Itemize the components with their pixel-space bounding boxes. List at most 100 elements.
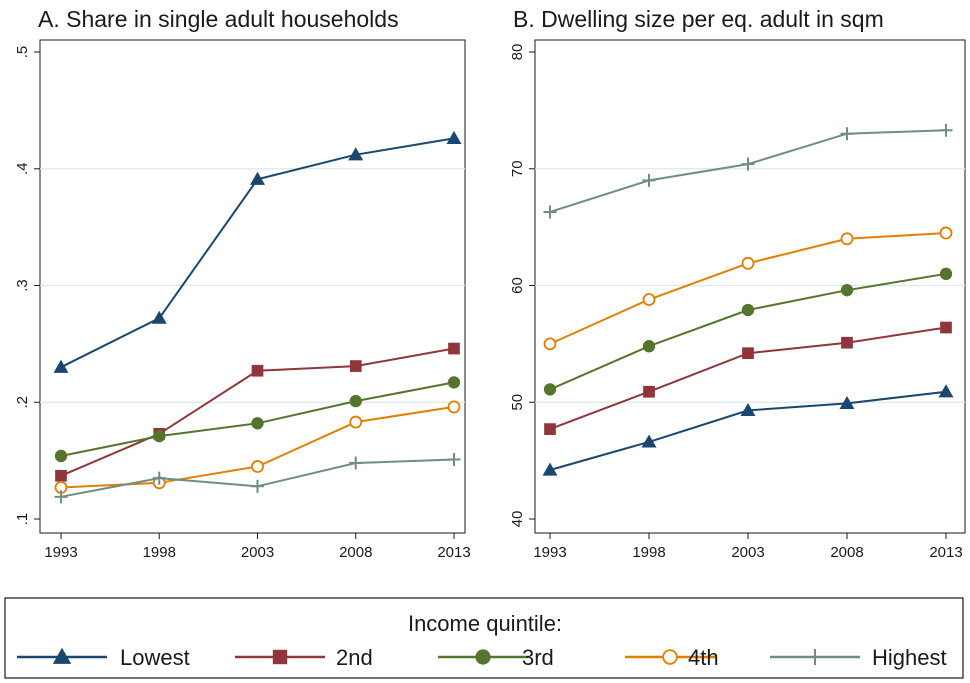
- legend-marker-highest: [807, 649, 823, 665]
- panel-b-series-3rd: [543, 267, 953, 396]
- panel-a-x-tick-label: 1993: [44, 544, 77, 561]
- panel-a-point-lowest: [446, 130, 462, 145]
- panel-b-series-highest: [543, 123, 953, 219]
- panel-b-point-2nd: [643, 385, 655, 398]
- panel-a: A. Share in single adult households .1 .2…: [14, 6, 471, 561]
- panel-b-point-4th: [741, 256, 755, 270]
- panel-a-point-3rd: [251, 417, 264, 430]
- legend-items: Lowest 2nd 3rd 4th Highest: [17, 645, 947, 670]
- panel-b-x-tick-label: 1993: [533, 544, 566, 561]
- panel-b-title: B. Dwelling size per eq. adult in sqm: [513, 6, 884, 32]
- panel-b-point-2nd: [940, 321, 952, 334]
- panel-b-point-highest: [939, 123, 953, 137]
- panel-b: B. Dwelling size per eq. adult in sqm 40…: [509, 6, 966, 561]
- panel-b-grid: [535, 168, 965, 403]
- panel-a-point-2nd: [349, 360, 362, 372]
- panel-b-point-2nd: [841, 336, 853, 349]
- panel-b-point-highest: [642, 173, 656, 187]
- panel-b-point-3rd: [939, 267, 953, 281]
- panel-a-point-4th: [447, 400, 461, 414]
- panel-a-point-lowest: [151, 310, 167, 324]
- panel-a-point-lowest: [348, 147, 364, 161]
- panel-b-point-4th: [642, 293, 656, 306]
- legend-marker-lowest: [52, 647, 72, 664]
- legend-item-4th: 4th: [625, 645, 719, 670]
- panel-a-x-tick-label: 1998: [143, 544, 176, 561]
- panel-b-point-2nd: [544, 423, 556, 435]
- panel-a-point-3rd: [153, 429, 166, 443]
- panel-a-series-lowest: [53, 130, 462, 373]
- legend-item-3rd: 3rd: [438, 645, 554, 670]
- panel-b-plot-area: [534, 39, 966, 534]
- panel-a-point-highest: [251, 479, 264, 493]
- panel-a-x-tick-label: 2013: [437, 544, 470, 561]
- panel-a-series-highest: [54, 452, 461, 504]
- legend-title: Income quintile:: [408, 611, 562, 636]
- panel-b-point-highest: [840, 127, 854, 141]
- panel-b-point-lowest: [641, 434, 657, 448]
- panel-b-point-3rd: [741, 303, 755, 317]
- panel-a-title: A. Share in single adult households: [38, 6, 399, 32]
- legend-label-4th: 4th: [688, 645, 719, 670]
- panel-b-point-3rd: [543, 383, 557, 396]
- panel-a-y-tick-label: .1: [14, 513, 31, 526]
- legend-item-2nd: 2nd: [235, 645, 373, 670]
- panel-b-axes: 40 50 60 70 80 1993 1998 2003 2008 2013: [509, 44, 963, 561]
- panel-a-x-tick-label: 2008: [339, 544, 372, 561]
- legend-label-2nd: 2nd: [336, 645, 373, 670]
- panel-b-point-highest: [543, 205, 557, 219]
- panel-a-point-highest: [54, 490, 68, 504]
- panel-b-series: [542, 123, 954, 476]
- panel-a-point-4th: [251, 460, 264, 473]
- panel-b-point-lowest: [938, 384, 954, 398]
- panel-a-point-3rd: [54, 449, 68, 463]
- panel-b-point-highest: [741, 157, 755, 171]
- panel-b-series-4th: [543, 226, 953, 351]
- panel-a-series-3rd: [54, 376, 461, 463]
- panel-a-series: [53, 130, 462, 504]
- panel-b-y-tick-label: 70: [509, 160, 526, 177]
- panel-b-y-tick-label: 40: [509, 511, 526, 528]
- panel-b-point-4th: [543, 337, 557, 351]
- panel-b-y-tick-label: 60: [509, 277, 526, 294]
- panel-b-point-2nd: [742, 347, 754, 360]
- legend-marker-2nd: [272, 649, 288, 665]
- panel-b-series-2nd: [544, 321, 952, 435]
- panel-b-x-tick-label: 2013: [929, 544, 962, 561]
- panel-b-point-4th: [939, 226, 953, 240]
- panel-b-x-tick-label: 2008: [830, 544, 863, 561]
- panel-a-point-lowest: [53, 359, 69, 373]
- legend-label-highest: Highest: [872, 645, 947, 670]
- panel-b-x-tick-label: 1998: [632, 544, 665, 561]
- panel-b-point-lowest: [542, 462, 558, 476]
- panel-a-point-lowest: [250, 171, 265, 185]
- panel-a-y-tick-label: .2: [14, 396, 31, 409]
- panel-a-point-highest: [447, 452, 461, 466]
- legend: Income quintile: Lowest 2nd 3rd 4th Highest: [4, 597, 964, 679]
- panel-b-series-lowest: [542, 384, 954, 476]
- panel-a-point-2nd: [251, 364, 264, 377]
- legend-item-highest: Highest: [770, 645, 947, 670]
- panel-a-y-tick-label: .3: [14, 279, 31, 292]
- panel-a-plot-area: [39, 39, 466, 534]
- panel-b-y-tick-label: 80: [509, 44, 526, 61]
- legend-label-3rd: 3rd: [522, 645, 554, 670]
- panel-a-y-tick-label: .5: [14, 46, 31, 59]
- panel-a-point-2nd: [448, 342, 460, 355]
- panel-b-point-lowest: [839, 395, 855, 410]
- panel-b-y-tick-label: 50: [509, 394, 526, 411]
- panel-a-point-highest: [349, 456, 363, 470]
- panel-a-point-3rd: [447, 376, 461, 389]
- panel-a-point-2nd: [55, 469, 67, 482]
- legend-marker-4th: [662, 649, 678, 665]
- panel-a-grid: [40, 168, 465, 403]
- legend-item-lowest: Lowest: [17, 645, 190, 670]
- legend-marker-3rd: [475, 649, 491, 665]
- legend-box: [4, 597, 964, 679]
- panel-b-point-lowest: [740, 402, 756, 417]
- panel-a-point-4th: [349, 415, 363, 429]
- panel-a-x-tick-label: 2003: [241, 544, 274, 561]
- legend-label-lowest: Lowest: [120, 645, 190, 670]
- panel-b-x-tick-label: 2003: [731, 544, 764, 561]
